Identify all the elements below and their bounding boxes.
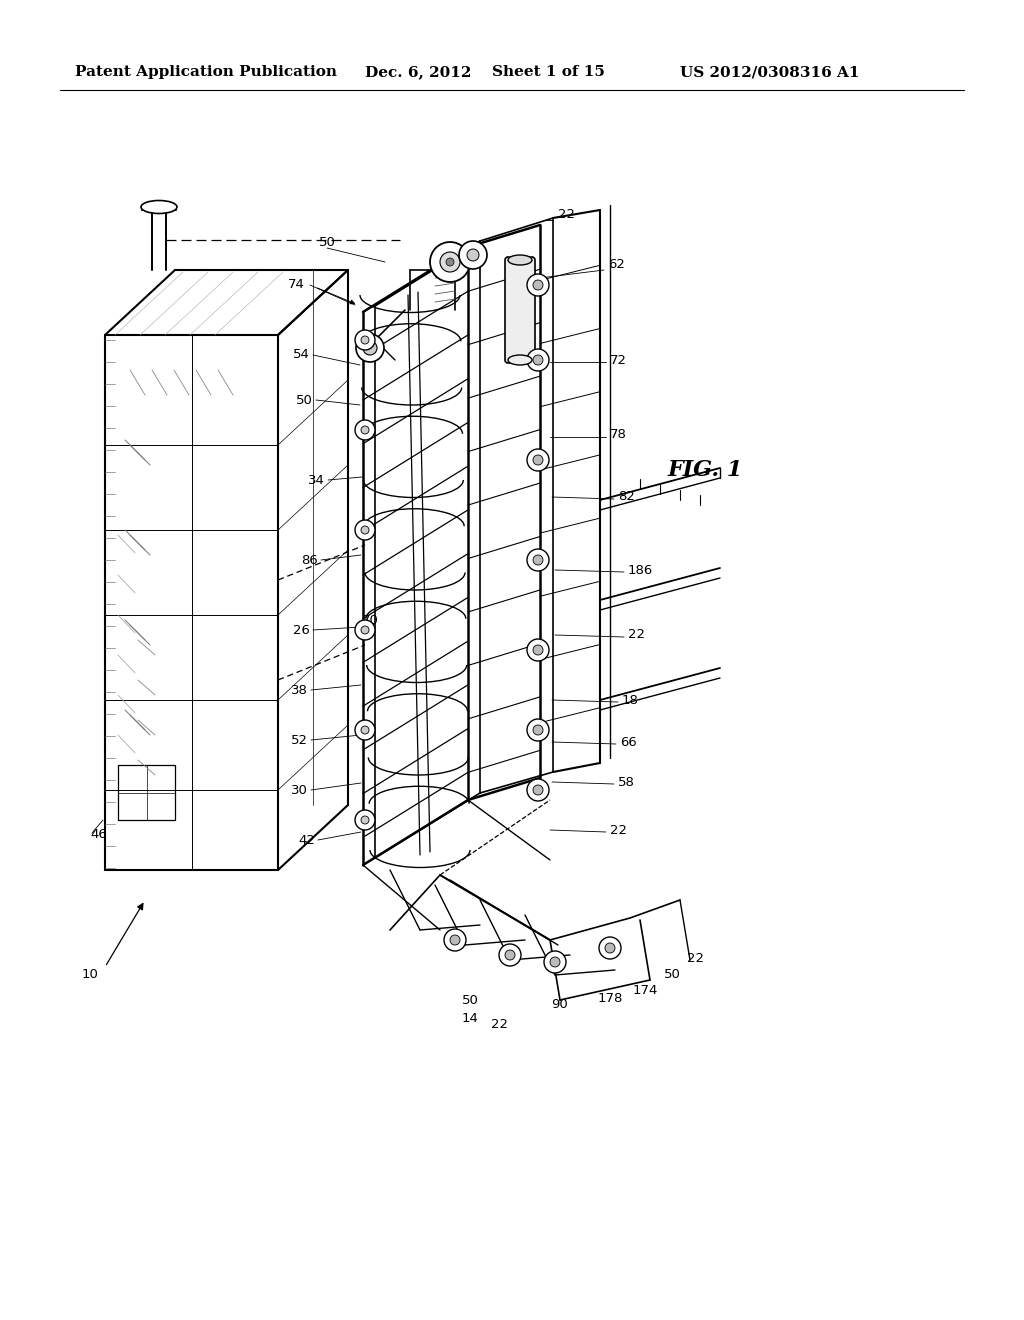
- Text: 178: 178: [597, 991, 623, 1005]
- Text: 10: 10: [82, 969, 99, 982]
- Text: 50: 50: [318, 235, 336, 248]
- Circle shape: [534, 280, 543, 290]
- Circle shape: [355, 330, 375, 350]
- Text: 70: 70: [361, 614, 379, 627]
- Circle shape: [599, 937, 621, 960]
- Circle shape: [499, 944, 521, 966]
- Circle shape: [534, 725, 543, 735]
- Circle shape: [534, 455, 543, 465]
- Circle shape: [450, 935, 460, 945]
- Circle shape: [430, 242, 470, 282]
- Text: 22: 22: [610, 824, 627, 837]
- Text: 52: 52: [291, 734, 308, 747]
- Text: 22: 22: [686, 952, 703, 965]
- Circle shape: [527, 639, 549, 661]
- Circle shape: [440, 252, 460, 272]
- FancyBboxPatch shape: [505, 257, 535, 363]
- Circle shape: [534, 645, 543, 655]
- Text: 50: 50: [664, 969, 680, 982]
- Text: 46: 46: [90, 829, 106, 842]
- Circle shape: [534, 554, 543, 565]
- Text: 18: 18: [622, 693, 639, 706]
- Text: 86: 86: [301, 553, 318, 566]
- Circle shape: [527, 719, 549, 741]
- Circle shape: [534, 785, 543, 795]
- Circle shape: [446, 257, 454, 267]
- Circle shape: [444, 929, 466, 950]
- Circle shape: [355, 620, 375, 640]
- Circle shape: [361, 726, 369, 734]
- Circle shape: [355, 520, 375, 540]
- Circle shape: [550, 957, 560, 968]
- Circle shape: [361, 337, 369, 345]
- Circle shape: [505, 950, 515, 960]
- Ellipse shape: [508, 255, 532, 265]
- Ellipse shape: [141, 201, 177, 214]
- Text: Patent Application Publication: Patent Application Publication: [75, 65, 337, 79]
- Text: FIG. 1: FIG. 1: [668, 459, 743, 480]
- Text: 66: 66: [620, 735, 637, 748]
- Text: 78: 78: [610, 429, 627, 441]
- Circle shape: [362, 341, 377, 355]
- Text: 186: 186: [628, 564, 653, 577]
- Circle shape: [361, 426, 369, 434]
- Text: 62: 62: [608, 259, 625, 272]
- Circle shape: [527, 779, 549, 801]
- Circle shape: [361, 626, 369, 634]
- Ellipse shape: [508, 355, 532, 366]
- Circle shape: [534, 355, 543, 366]
- Text: 42: 42: [298, 833, 315, 846]
- Circle shape: [355, 810, 375, 830]
- Text: 72: 72: [610, 354, 627, 367]
- Circle shape: [527, 348, 549, 371]
- Text: 90: 90: [552, 998, 568, 1011]
- Text: Sheet 1 of 15: Sheet 1 of 15: [492, 65, 605, 79]
- Circle shape: [527, 449, 549, 471]
- Circle shape: [467, 249, 479, 261]
- Circle shape: [361, 816, 369, 824]
- Text: 82: 82: [618, 491, 635, 503]
- Circle shape: [527, 275, 549, 296]
- Text: 34: 34: [308, 474, 325, 487]
- Text: 22: 22: [558, 209, 575, 222]
- Circle shape: [605, 942, 615, 953]
- Text: 54: 54: [293, 348, 310, 362]
- Text: 22: 22: [492, 1019, 509, 1031]
- Circle shape: [527, 549, 549, 572]
- Text: 14: 14: [462, 1011, 478, 1024]
- Text: US 2012/0308316 A1: US 2012/0308316 A1: [680, 65, 859, 79]
- Text: 26: 26: [293, 623, 310, 636]
- Text: 22: 22: [628, 628, 645, 642]
- Text: 74: 74: [288, 279, 305, 292]
- Text: 50: 50: [462, 994, 478, 1006]
- Text: 174: 174: [632, 983, 657, 997]
- Text: 30: 30: [291, 784, 308, 796]
- Text: Dec. 6, 2012: Dec. 6, 2012: [365, 65, 471, 79]
- Circle shape: [361, 525, 369, 535]
- Circle shape: [355, 719, 375, 741]
- Circle shape: [356, 334, 384, 362]
- Circle shape: [355, 420, 375, 440]
- Circle shape: [459, 242, 487, 269]
- Text: 50: 50: [296, 393, 313, 407]
- Circle shape: [544, 950, 566, 973]
- Text: 58: 58: [618, 776, 635, 788]
- Text: 38: 38: [291, 684, 308, 697]
